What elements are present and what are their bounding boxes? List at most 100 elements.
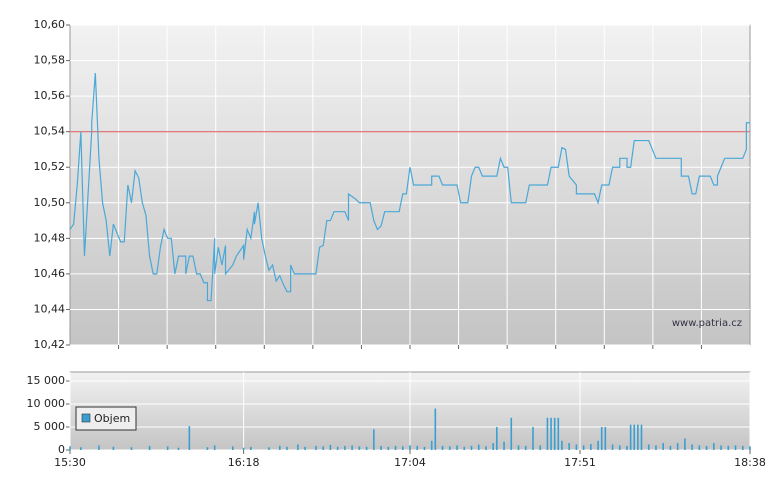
y-tick-label: 10,46 (34, 267, 66, 280)
volume-bar (604, 427, 607, 450)
volume-bar (430, 440, 433, 450)
volume-bar (568, 443, 570, 450)
volume-bar (669, 445, 672, 450)
y-tick-label: 10,50 (34, 196, 66, 209)
legend-box (75, 406, 137, 431)
volume-bar (684, 438, 686, 450)
x-tick-label: 15:30 (54, 456, 86, 469)
volume-bar (206, 447, 209, 450)
y-tick-label: 0 (58, 443, 65, 456)
volume-bar (98, 445, 100, 450)
x-tick-label: 17:04 (394, 456, 426, 469)
volume-bar (637, 424, 639, 450)
volume-bar (315, 445, 317, 450)
volume-bar (130, 447, 133, 450)
volume-bar (365, 446, 368, 450)
volume-bar (409, 445, 411, 450)
volume-bar (456, 445, 458, 450)
volume-bar (231, 446, 234, 450)
volume-bar (434, 408, 437, 450)
volume-bar (618, 445, 621, 450)
volume-bar (691, 444, 693, 450)
y-tick-label: 15 000 (27, 374, 66, 387)
volume-bar (387, 446, 390, 450)
volume-bar (597, 440, 599, 450)
volume-bar (278, 445, 281, 450)
volume-bar (485, 446, 487, 450)
volume-bar (655, 445, 657, 450)
y-tick-label: 10,60 (34, 18, 66, 31)
volume-bar (80, 447, 82, 450)
volume-bar (448, 446, 451, 450)
volume-bar (553, 417, 556, 450)
y-tick-label: 10,54 (34, 125, 66, 138)
volume-bar (575, 444, 578, 450)
volume-bar (582, 445, 585, 450)
watermark: www.patria.cz (672, 318, 742, 329)
volume-bar (510, 417, 513, 450)
legend-label: Objem (94, 412, 130, 425)
volume-bar (470, 445, 473, 450)
volume-bar (148, 445, 151, 450)
volume-bar (242, 447, 245, 450)
volume-bar (423, 446, 426, 450)
volume-bar (492, 443, 494, 450)
volume-bar (550, 417, 552, 450)
y-tick-label: 5 000 (34, 420, 66, 433)
volume-bar (286, 446, 288, 450)
volume-bar (517, 445, 520, 450)
volume-bar (662, 443, 664, 450)
volume-bar (561, 440, 563, 450)
volume-bar (69, 446, 71, 450)
volume-bar (633, 424, 636, 450)
volume-bar (546, 417, 549, 450)
volume-bar (268, 447, 270, 450)
volume-bar (112, 446, 115, 450)
volume-bar (322, 446, 324, 450)
volume-bar (705, 445, 708, 450)
y-tick-label: 10,42 (34, 338, 66, 351)
volume-bar (304, 446, 306, 450)
volume-bar (626, 445, 628, 450)
x-tick-label: 18:38 (734, 456, 766, 469)
legend-swatch (81, 413, 91, 423)
y-tick-label: 10,44 (34, 302, 66, 315)
volume-bar (297, 444, 299, 450)
volume-bar (676, 443, 679, 450)
volume-bar (351, 445, 353, 450)
volume-bar (401, 446, 404, 450)
volume-bar (380, 445, 382, 450)
volume-bar (336, 446, 339, 450)
volume-bar (503, 441, 505, 450)
volume-bar (250, 446, 252, 450)
y-tick-label: 10,58 (34, 54, 66, 67)
volume-bar (734, 445, 737, 450)
volume-bar (590, 444, 592, 450)
volume-bar (496, 427, 498, 450)
volume-bar (749, 446, 751, 450)
y-tick-label: 10 000 (27, 397, 66, 410)
volume-bar (647, 444, 650, 450)
volume-bar (629, 424, 632, 450)
volume-bar (188, 426, 191, 450)
volume-bar (600, 427, 603, 450)
volume-bar (177, 447, 180, 450)
volume-bar (741, 445, 744, 450)
y-tick-label: 10,48 (34, 231, 66, 244)
y-tick-label: 10,52 (34, 160, 66, 173)
volume-bar (727, 445, 730, 450)
volume-bar (358, 446, 361, 450)
volume-bar (611, 444, 614, 450)
volume-bar (463, 446, 466, 450)
volume-bar (720, 445, 722, 450)
volume-bar (524, 445, 527, 450)
volume-bar (698, 445, 701, 450)
x-tick-label: 17:51 (564, 456, 596, 469)
volume-bar (166, 446, 169, 450)
volume-bar (532, 427, 534, 450)
volume-bar (344, 445, 346, 450)
volume-bar (373, 429, 375, 450)
volume-bar (416, 445, 419, 450)
x-tick-label: 16:18 (228, 456, 260, 469)
